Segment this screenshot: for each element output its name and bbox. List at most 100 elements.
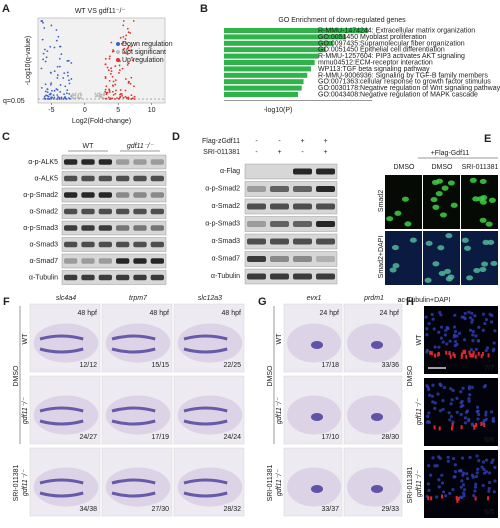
blot-band: [64, 225, 78, 231]
panel-letter: B: [200, 3, 208, 15]
nucleus: [467, 397, 471, 401]
bar: [224, 72, 308, 78]
blot-label: α-Smad7: [29, 258, 58, 265]
volcano-dot: [124, 38, 127, 40]
volcano-dot: [109, 97, 112, 100]
blot-band: [81, 274, 95, 281]
nucleus: [452, 475, 456, 479]
bar: [224, 34, 347, 40]
nucleus: [426, 414, 430, 418]
volcano-dot: [42, 52, 45, 55]
nucleus: [438, 409, 443, 413]
volcano-dot: [124, 89, 127, 92]
blot-strip: [244, 163, 338, 180]
nucleus: [460, 315, 464, 319]
nucleus: [432, 327, 436, 331]
nucleus: [459, 412, 463, 417]
volcano-dot: [130, 56, 133, 59]
volcano-dot: [56, 94, 59, 96]
column-label: DMSO: [432, 164, 454, 171]
cell: [401, 196, 409, 202]
stain: [371, 485, 383, 493]
blot-band: [270, 273, 289, 280]
volcano-dot: [111, 84, 114, 87]
volcano-dot: [66, 71, 69, 74]
volcano-dot: [119, 93, 121, 96]
volcano-dot: [122, 96, 125, 99]
volcano-dot: [68, 97, 70, 99]
blot-label: α-p-Smad3: [23, 225, 58, 232]
blot-band: [64, 175, 78, 182]
stain: [183, 419, 228, 426]
nucleus: [473, 489, 477, 493]
bar-label: WP113:TGF beta signaling pathway: [318, 66, 430, 73]
volcano-dot: [133, 95, 136, 98]
row-label: gdf11⁻/⁻: [22, 469, 29, 497]
chart-title: GO Enrichment of down-regulated genes: [278, 17, 406, 24]
volcano-dot: [64, 96, 67, 98]
cilium: [451, 422, 454, 427]
volcano-dot: [124, 95, 127, 98]
blot-band: [270, 256, 289, 262]
cell: [480, 195, 488, 201]
volcano-dot: [49, 83, 52, 86]
volcano-dot: [57, 96, 59, 98]
cilium: [456, 498, 459, 503]
volcano-dot: [46, 50, 49, 53]
volcano-dot: [129, 82, 132, 85]
volcano-dot: [122, 35, 125, 38]
blot-band: [81, 258, 95, 264]
y-axis-label: -Log10(q-value): [25, 36, 32, 85]
cilium: [434, 353, 437, 358]
nucleus: [465, 409, 470, 413]
volcano-dot: [110, 41, 113, 44]
nucleus: [455, 334, 459, 338]
cell: [479, 217, 487, 223]
volcano-dot: [107, 69, 110, 72]
nucleus: [482, 467, 486, 472]
blot-strip: [61, 187, 167, 203]
nucleus: [493, 465, 497, 469]
nucleus: [477, 412, 481, 417]
volcano-dot: [53, 70, 56, 73]
threshold-label: q=0.05: [3, 98, 25, 105]
volcano-dot: [46, 94, 49, 97]
bar: [224, 85, 302, 91]
column-label: DMSO: [394, 164, 416, 171]
nucleus: [491, 419, 495, 423]
nucleus: [453, 329, 458, 334]
volcano-dot: [53, 89, 56, 92]
nucleus: [471, 475, 475, 479]
nucleus: [441, 490, 446, 494]
volcano-dot: [94, 95, 97, 98]
volcano-dot: [44, 98, 47, 100]
embryo: [105, 395, 171, 435]
volcano-dot: [60, 53, 63, 56]
volcano-dot: [130, 49, 133, 52]
count-label: 29/33: [381, 506, 399, 513]
nucleus: [425, 384, 429, 388]
nucleus: [476, 409, 480, 413]
volcano-dot: [99, 94, 102, 97]
blot-band: [293, 273, 312, 280]
blot-band: [270, 221, 289, 227]
nucleus: [471, 333, 475, 337]
cilium: [462, 350, 465, 355]
volcano-dot: [59, 84, 62, 86]
nucleus: [451, 487, 455, 492]
volcano-dot: [70, 94, 73, 97]
nucleus: [448, 491, 452, 495]
nucleus: [476, 417, 480, 421]
nucleus: [467, 419, 471, 423]
blot-band: [293, 238, 312, 245]
volcano-dot: [119, 36, 122, 39]
nucleus: [475, 405, 480, 409]
volcano-dot: [123, 52, 126, 54]
cell: [441, 185, 449, 191]
nucleus: [437, 485, 441, 489]
blot-label: α-Smad3: [211, 238, 240, 245]
blot-band: [133, 241, 147, 248]
volcano-dot: [122, 24, 125, 27]
volcano-dot: [127, 49, 130, 52]
nucleus: [484, 410, 488, 414]
